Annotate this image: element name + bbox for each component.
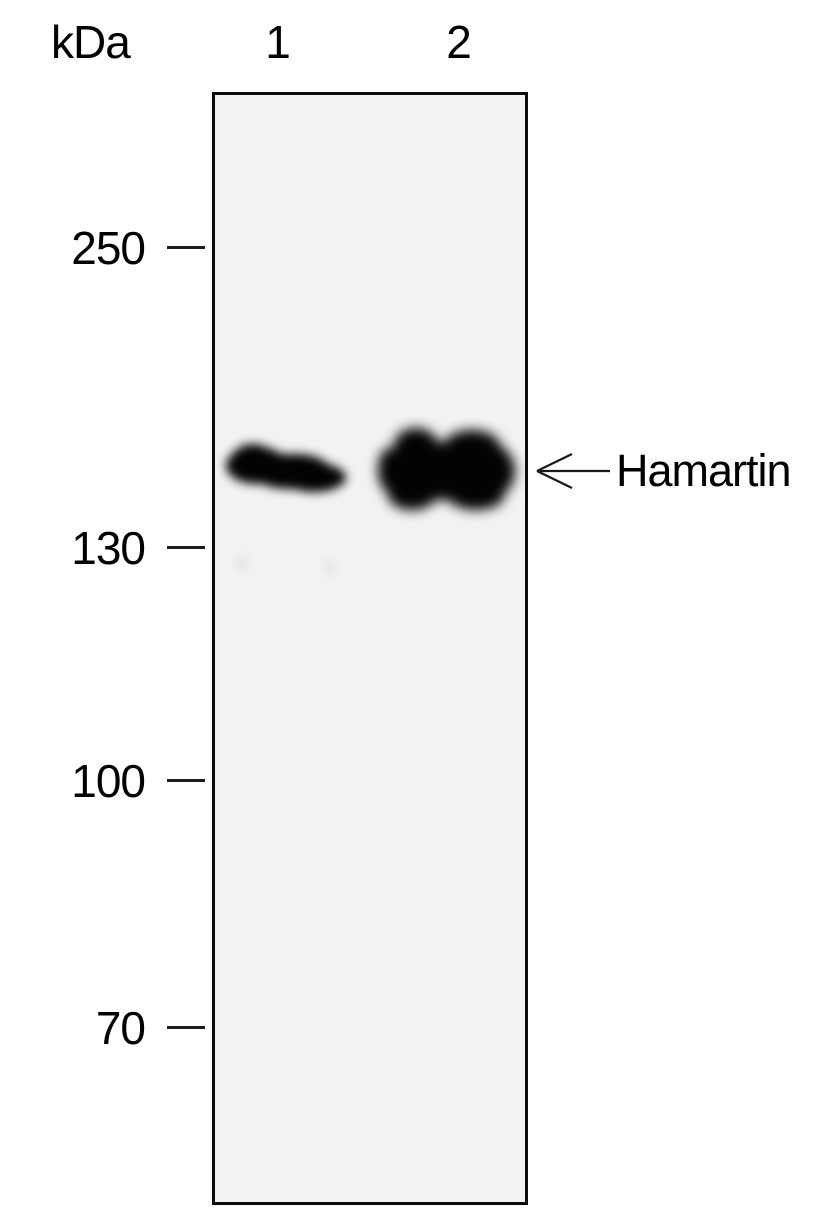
marker-130-label: 130 (71, 522, 146, 574)
marker-70-label: 70 (95, 1002, 146, 1054)
lane-1-label: 1 (265, 16, 291, 68)
marker-100-tick (167, 779, 205, 782)
marker-250-tick (167, 246, 205, 249)
marker-130-tick (167, 546, 205, 549)
background-smudge (235, 554, 249, 572)
lane-2-label: 2 (446, 16, 472, 68)
unit-label: kDa (51, 16, 131, 68)
annotation-label: Hamartin (616, 445, 792, 496)
left-arrow-icon (536, 453, 610, 489)
band-lane-2 (378, 428, 517, 512)
marker-100-label: 100 (71, 755, 146, 807)
blot-membrane (212, 92, 528, 1205)
marker-250-label: 250 (71, 222, 146, 274)
band-lane-1 (226, 442, 348, 495)
background-smudge (323, 558, 337, 576)
marker-70-tick (167, 1026, 205, 1029)
